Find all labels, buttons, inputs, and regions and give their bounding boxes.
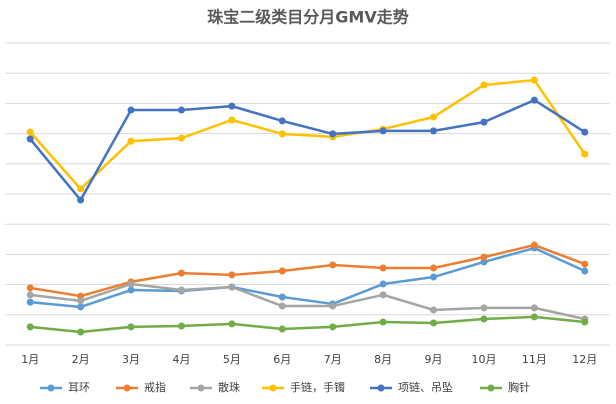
x-tick-label: 9月 [425,353,443,366]
data-point [177,106,185,114]
data-point [228,283,236,291]
data-point [26,298,34,306]
data-point [26,323,34,331]
data-point [581,150,589,158]
data-point [26,291,34,299]
data-point [530,313,538,321]
data-point [278,117,286,125]
x-tick-label: 6月 [273,353,291,366]
x-tick-label: 5月 [223,353,241,366]
legend-label: 散珠 [218,380,240,394]
x-tick-label: 3月 [122,353,140,366]
x-tick-label: 11月 [522,353,547,366]
data-point [177,134,185,142]
data-point [480,315,488,323]
data-point [177,322,185,330]
data-point [530,241,538,249]
legend-label: 耳环 [68,381,90,394]
data-point [77,297,85,305]
data-point [127,323,135,331]
x-tick-label: 10月 [471,353,496,366]
data-point [329,130,337,138]
series-line [29,98,586,202]
data-point [228,271,236,279]
data-point [480,258,488,266]
data-point [26,284,34,292]
data-point [278,302,286,310]
data-point [430,273,438,281]
legend-label: 项链、吊坠 [398,380,453,394]
legend-marker [197,384,205,392]
data-point [329,261,337,269]
data-point [329,323,337,331]
data-point [278,267,286,275]
data-point [480,304,488,312]
series-line [30,243,586,298]
legend-label: 胸针 [508,380,530,394]
data-point [127,106,135,114]
x-tick-label: 8月 [374,353,392,366]
series-line [29,78,586,191]
legend-marker [47,384,55,392]
data-point [278,293,286,301]
legend-marker [269,384,277,392]
data-point [530,96,538,104]
data-point [480,118,488,126]
data-point [77,328,85,336]
data-point [127,137,135,145]
data-point [77,292,85,300]
data-point [379,127,387,135]
data-point [228,320,236,328]
data-point [77,196,85,204]
legend-marker [123,384,131,392]
data-point [581,318,589,326]
data-point [480,81,488,89]
data-point [430,306,438,314]
data-point [379,291,387,299]
data-point [430,127,438,135]
data-point [329,302,337,310]
data-point [530,304,538,312]
data-point [77,185,85,193]
data-point [177,286,185,294]
data-point [379,318,387,326]
data-point [177,269,185,277]
data-point [127,286,135,294]
series-line [30,246,586,309]
x-tick-label: 4月 [172,353,190,366]
legend-label: 戒指 [144,380,166,394]
x-tick-label: 7月 [324,353,342,366]
x-tick-label: 2月 [72,353,90,366]
data-point [278,130,286,138]
series-line [30,315,585,334]
data-point [581,267,589,275]
data-point [581,128,589,136]
data-point [430,113,438,121]
data-point [228,102,236,110]
legend-label: 手链，手镯 [290,380,345,394]
data-point [430,319,438,327]
series-line [30,282,586,321]
data-point [127,280,135,288]
data-point [26,128,34,136]
data-point [480,253,488,261]
data-point [530,76,538,84]
legend-marker [377,384,385,392]
data-point [26,135,34,143]
legend-marker [487,384,495,392]
data-point [77,303,85,311]
data-point [379,264,387,272]
x-tick-label: 1月 [21,353,39,366]
data-point [430,264,438,272]
data-point [278,325,286,333]
data-point [228,116,236,124]
chart-title: 珠宝二级类目分月GMV走势 [207,8,408,27]
data-point [379,280,387,288]
x-tick-label: 12月 [572,353,597,366]
data-point [581,260,589,268]
